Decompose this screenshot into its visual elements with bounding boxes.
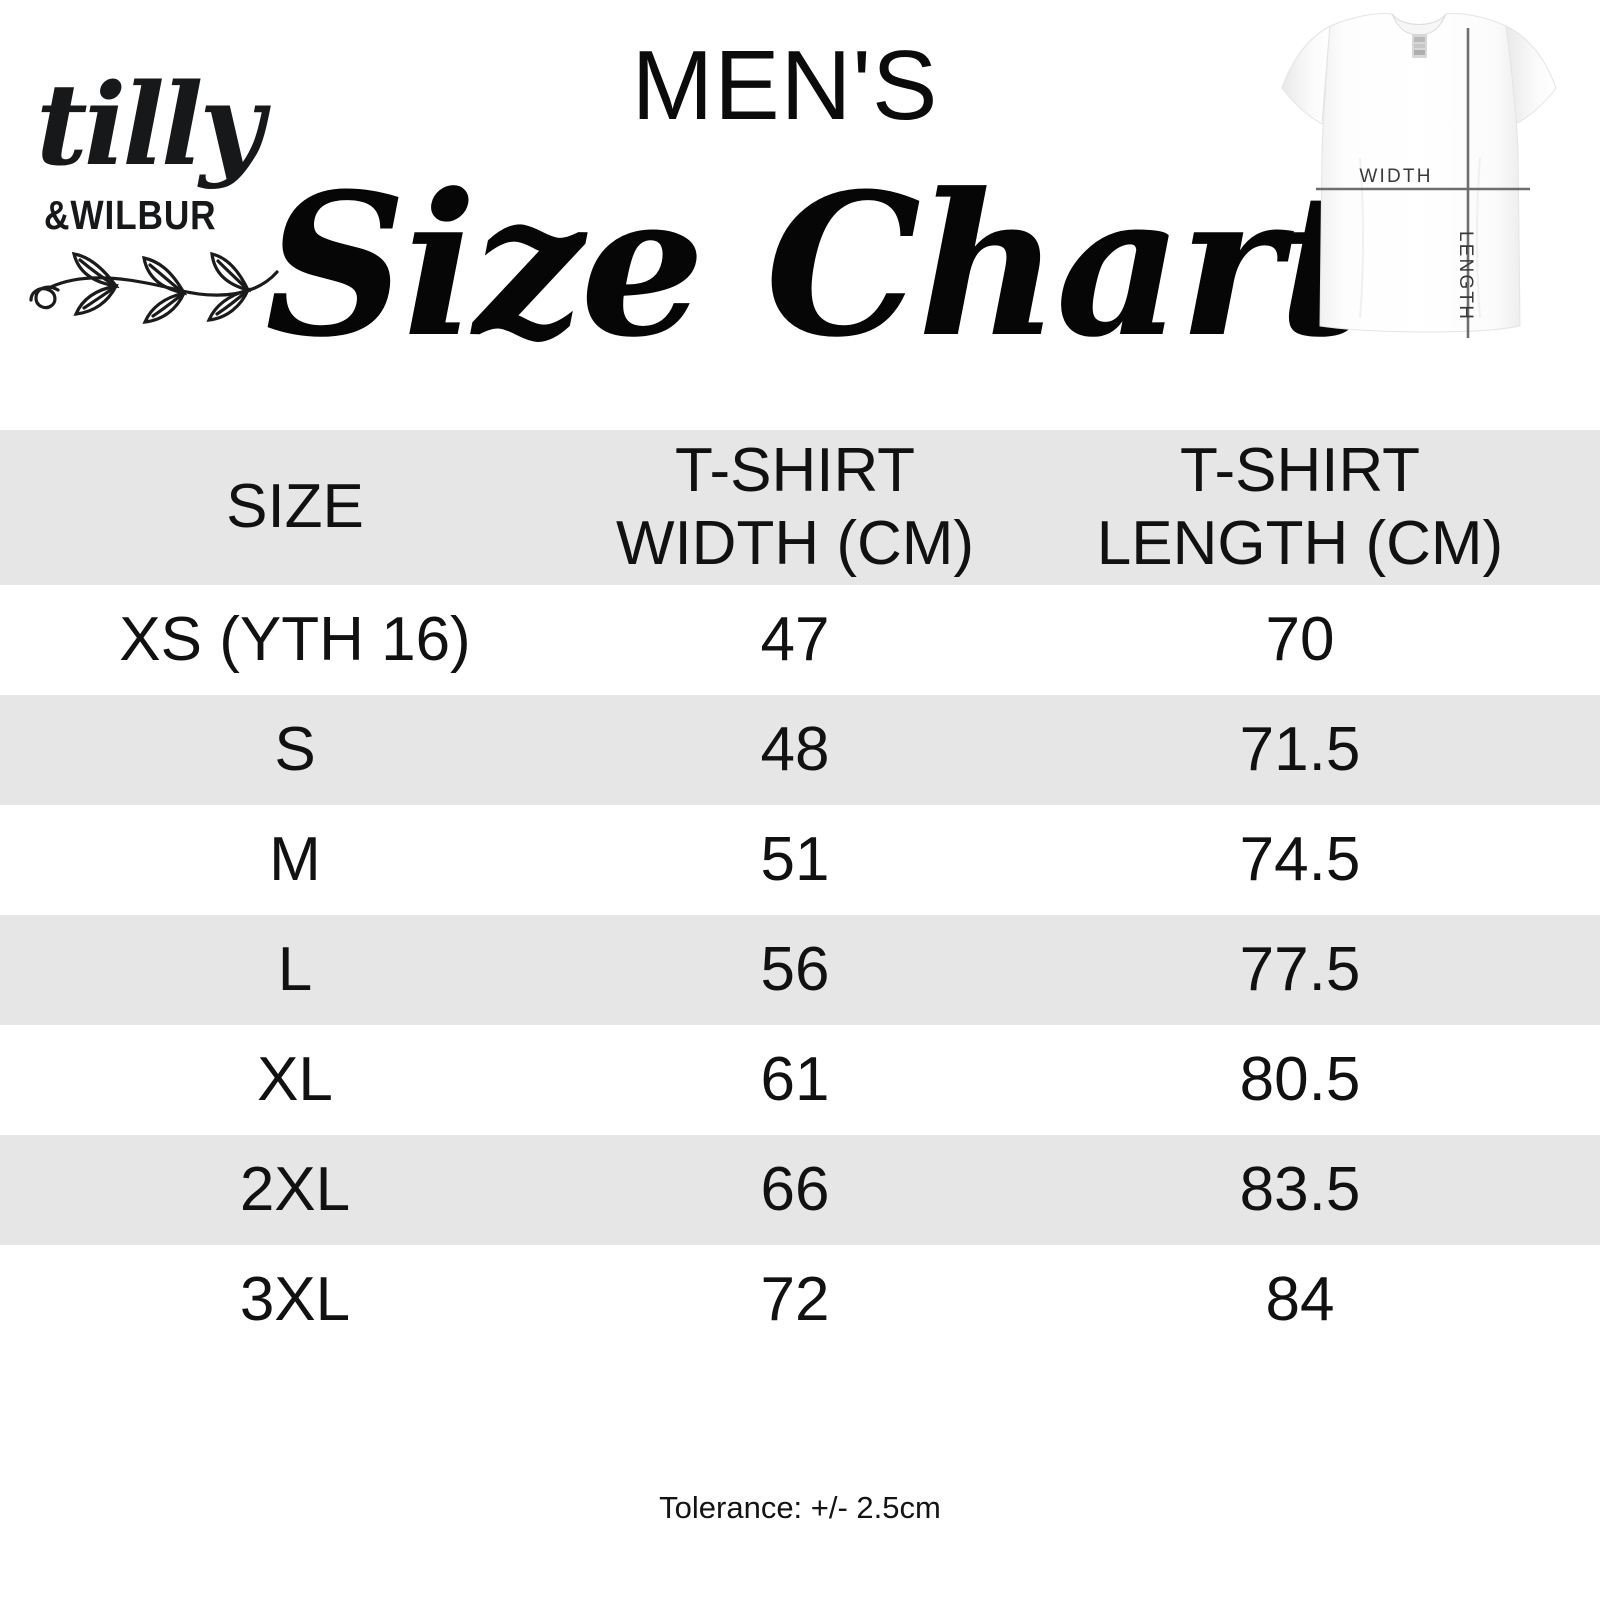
brand-logo: tilly &WILBUR bbox=[28, 70, 298, 340]
cell-size: XL bbox=[257, 1045, 333, 1114]
size-table: SIZE T-SHIRT WIDTH (CM) T-SHIRT LENGTH (… bbox=[0, 430, 1600, 1355]
cell-width: 48 bbox=[760, 715, 830, 784]
cell-size: 2XL bbox=[239, 1155, 351, 1224]
cell-length: 74.5 bbox=[1239, 825, 1361, 894]
cell-width: 61 bbox=[760, 1045, 830, 1114]
tshirt-measurement-diagram: WIDTH LENGTH bbox=[1268, 8, 1590, 380]
cell-length: 70 bbox=[1265, 605, 1335, 674]
brand-name-sub: &WILBUR bbox=[44, 192, 217, 238]
table-row: 3XL 72 84 bbox=[0, 1245, 1600, 1355]
cell-size: XS (YTH 16) bbox=[119, 605, 471, 674]
cell-length: 77.5 bbox=[1239, 935, 1361, 1004]
table-row: 2XL 66 83.5 bbox=[0, 1135, 1600, 1245]
table-row: M 51 74.5 bbox=[0, 805, 1600, 915]
cell-length: 80.5 bbox=[1239, 1045, 1361, 1114]
cell-width: 51 bbox=[760, 825, 830, 894]
table-header-row: SIZE T-SHIRT WIDTH (CM) T-SHIRT LENGTH (… bbox=[0, 430, 1600, 585]
cell-length: 83.5 bbox=[1239, 1155, 1361, 1224]
table-row: XL 61 80.5 bbox=[0, 1025, 1600, 1135]
page-title: Size Chart bbox=[265, 151, 1369, 381]
cell-width: 56 bbox=[760, 935, 830, 1004]
tolerance-note: Tolerance: +/- 2.5cm bbox=[659, 1490, 941, 1525]
cell-width: 47 bbox=[760, 605, 830, 674]
table-row: XS (YTH 16) 47 70 bbox=[0, 585, 1600, 695]
cell-width: 72 bbox=[760, 1265, 830, 1334]
column-header-length: T-SHIRT LENGTH (CM) bbox=[1096, 435, 1504, 578]
header-area: tilly &WILBUR bbox=[0, 0, 1600, 430]
leaf-branch-ornament-icon bbox=[28, 238, 296, 338]
cell-length: 84 bbox=[1265, 1265, 1335, 1334]
cell-length: 71.5 bbox=[1239, 715, 1361, 784]
column-header-size: SIZE bbox=[226, 472, 364, 542]
brand-name-script: tilly bbox=[36, 60, 264, 191]
category-title: MEN'S bbox=[631, 30, 939, 140]
column-header-width: T-SHIRT WIDTH (CM) bbox=[615, 435, 975, 578]
table-row: S 48 71.5 bbox=[0, 695, 1600, 805]
svg-text:LENGTH: LENGTH bbox=[1455, 231, 1476, 321]
cell-size: M bbox=[269, 825, 321, 894]
cell-size: S bbox=[274, 715, 316, 784]
table-row: L 56 77.5 bbox=[0, 915, 1600, 1025]
cell-width: 66 bbox=[760, 1155, 830, 1224]
cell-size: 3XL bbox=[239, 1265, 351, 1334]
svg-text:WIDTH: WIDTH bbox=[1359, 166, 1432, 187]
cell-size: L bbox=[277, 935, 313, 1004]
